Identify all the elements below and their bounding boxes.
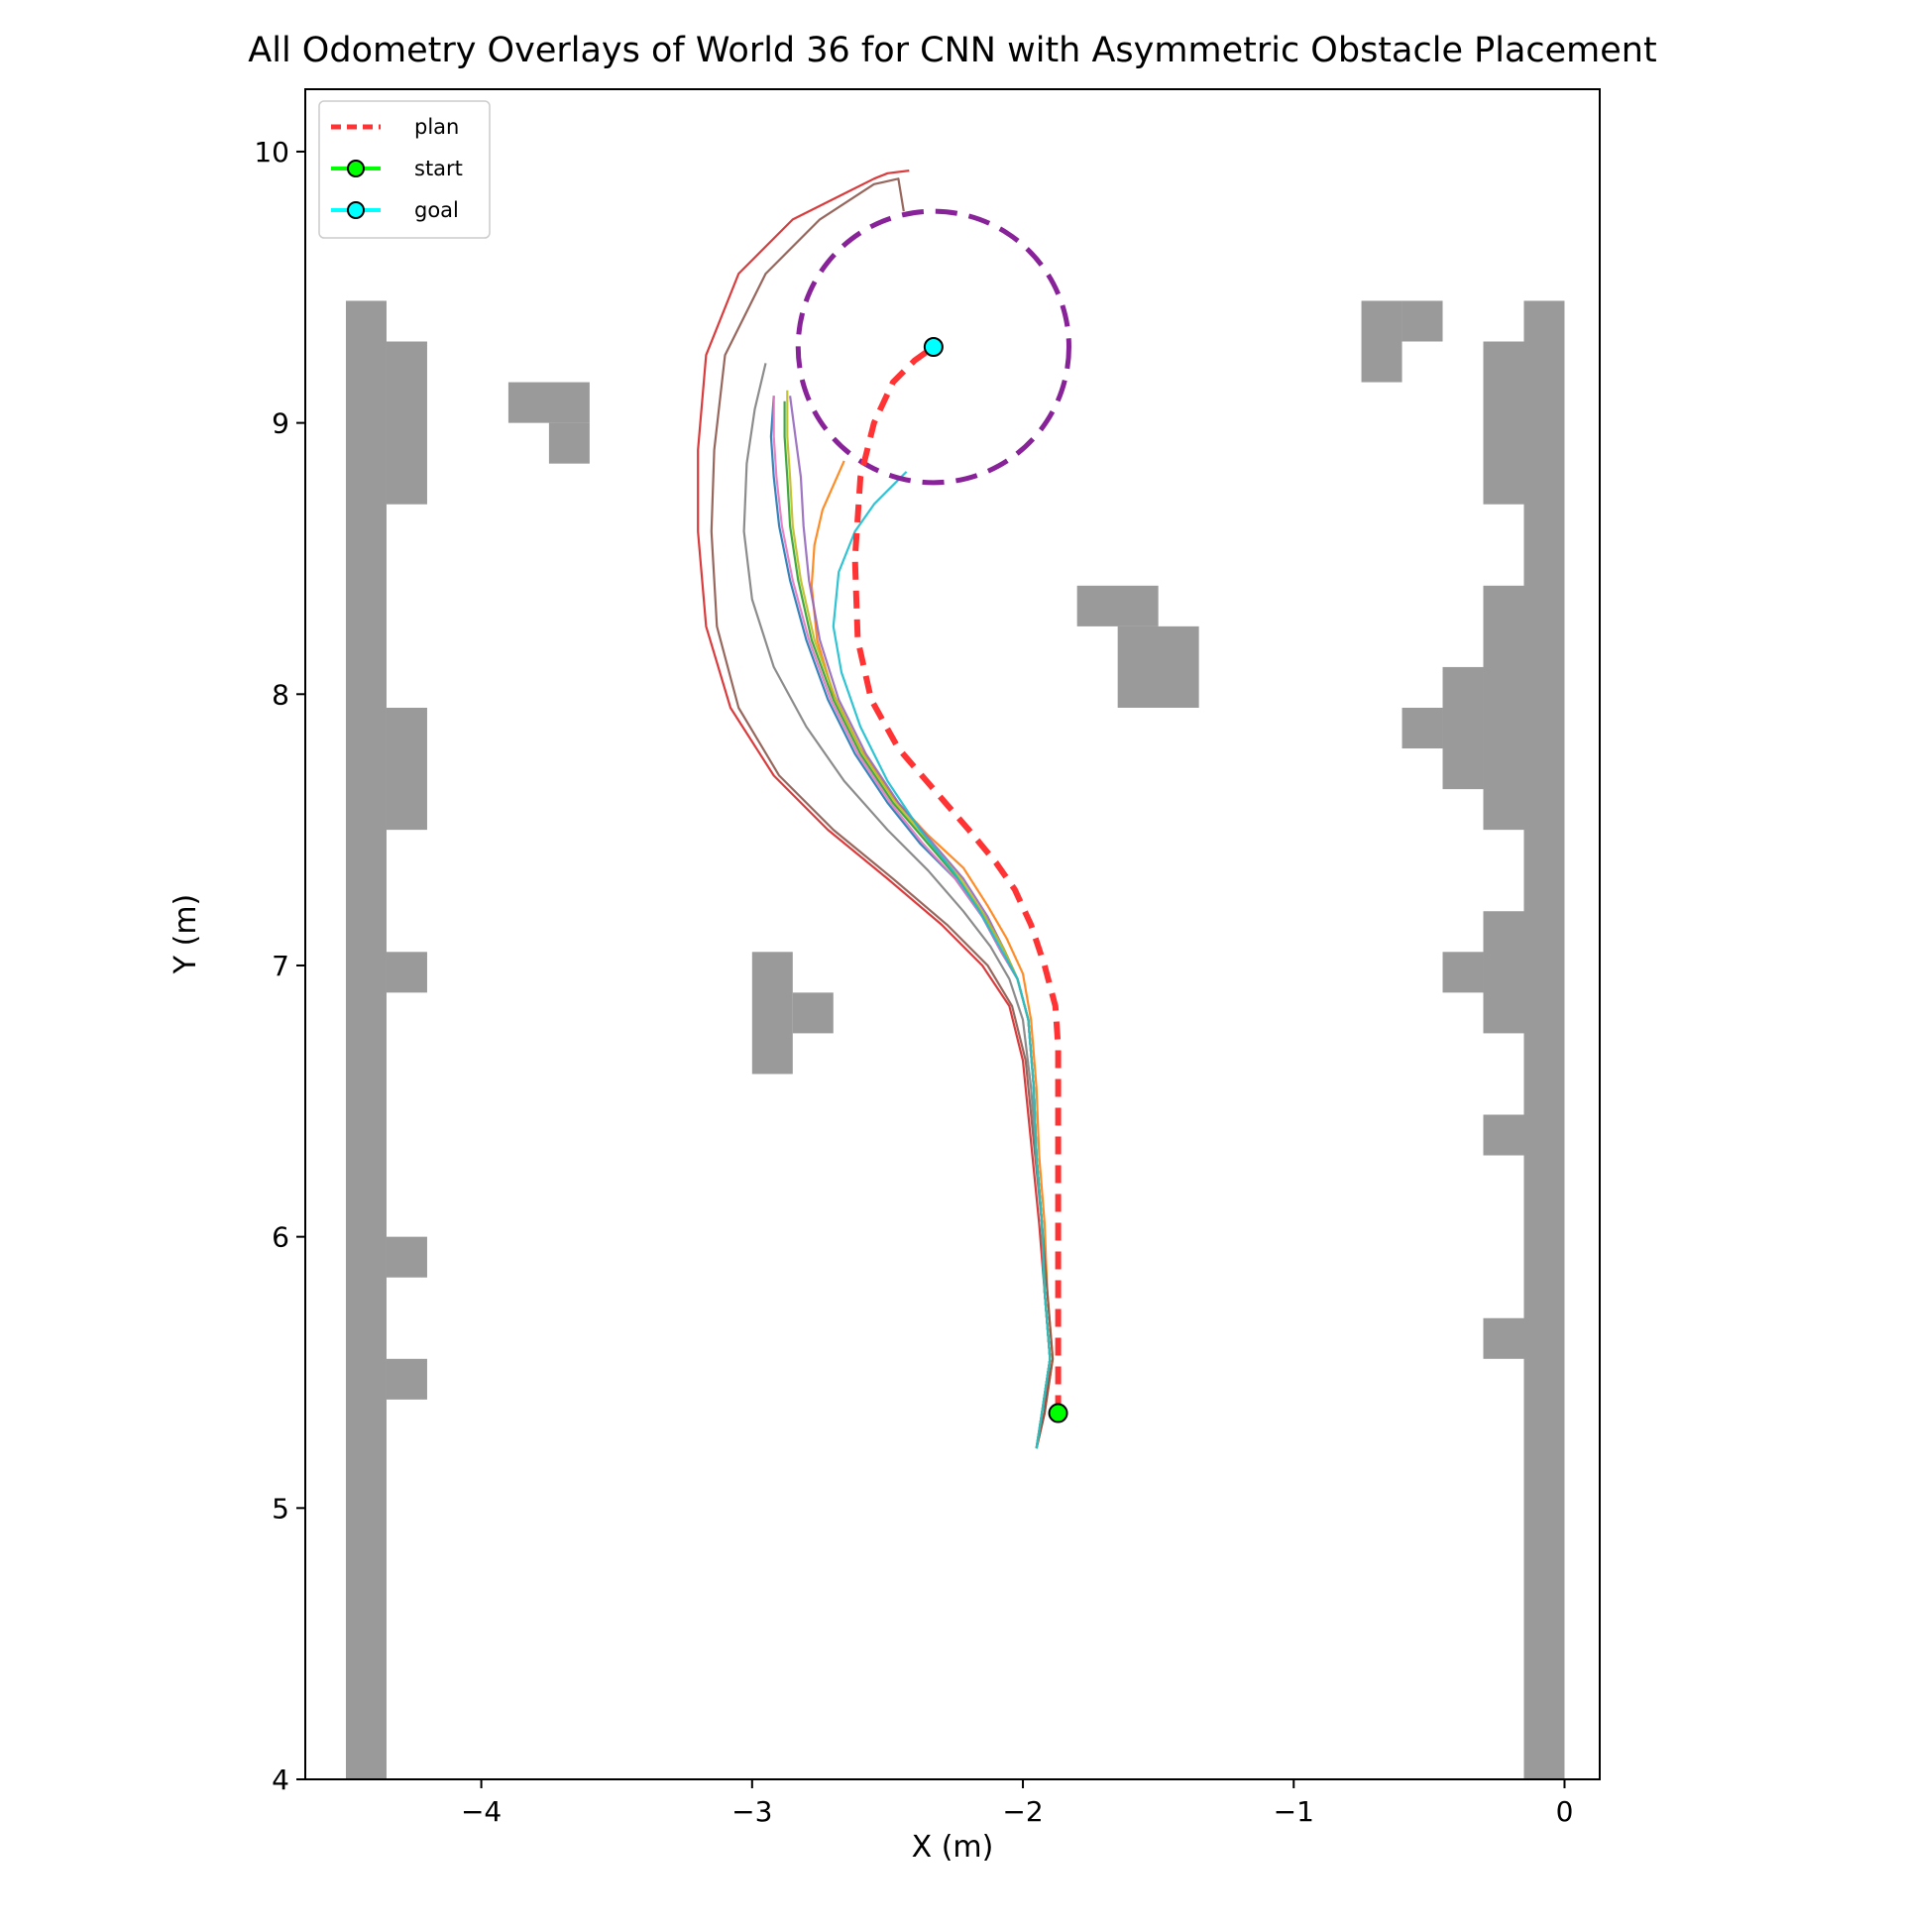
obstacle-layer — [345, 300, 1565, 1779]
obstacle-block — [386, 1236, 427, 1278]
y-tick-label: 4 — [272, 1763, 289, 1796]
obstacle-block — [548, 422, 590, 464]
x-axis: −4 −3 −2 −1 0 — [461, 1779, 1573, 1828]
goal-radius-circle — [795, 208, 1071, 486]
y-tick-label: 6 — [272, 1221, 289, 1254]
x-tick-label: −3 — [731, 1795, 772, 1828]
legend-start-marker — [347, 160, 365, 177]
x-tick-label: 0 — [1556, 1795, 1574, 1828]
legend-goal-label: goal — [414, 198, 459, 222]
obstacle-block — [1442, 952, 1484, 993]
plot-frame — [304, 88, 1601, 1780]
legend-start-label: start — [414, 157, 463, 180]
obstacle-block — [345, 300, 387, 1779]
obstacle-block — [1117, 625, 1199, 708]
obstacle-block — [1401, 707, 1443, 749]
marker-layer — [923, 336, 1068, 1423]
obstacle-block — [507, 382, 590, 423]
legend-goal-marker — [347, 201, 365, 219]
legend-plan-label: plan — [414, 115, 459, 139]
obstacle-block — [1076, 585, 1159, 626]
y-tick-label: 9 — [272, 407, 289, 440]
obstacle-block — [1483, 585, 1524, 831]
odometry-trajectory — [832, 471, 1052, 1449]
obstacle-block — [1483, 1114, 1524, 1156]
y-tick-label: 7 — [272, 950, 289, 982]
obstacle-block — [386, 341, 427, 505]
start-marker — [1048, 1403, 1068, 1423]
legend: plan start goal — [318, 100, 491, 239]
odometry-trajectory — [697, 170, 1052, 1449]
y-tick-label: 8 — [272, 678, 289, 711]
goal-marker — [923, 336, 944, 357]
obstacle-block — [1483, 1317, 1524, 1359]
y-tick-label: 5 — [272, 1492, 289, 1525]
odometry-trajectory — [810, 460, 1055, 1449]
y-axis-label: Y (m) — [168, 894, 203, 975]
obstacle-block — [1523, 300, 1565, 1779]
x-tick-label: −2 — [1002, 1795, 1043, 1828]
x-tick-label: −1 — [1274, 1795, 1314, 1828]
trajectory-layer — [697, 170, 1055, 1449]
obstacle-block — [1483, 341, 1524, 505]
obstacle-block — [386, 952, 427, 993]
obstacle-block — [792, 992, 834, 1034]
y-tick-label: 10 — [254, 136, 289, 169]
obstacle-block — [386, 1358, 427, 1400]
obstacle-block — [1442, 666, 1484, 790]
x-axis-label: X (m) — [912, 1830, 994, 1865]
chart-title: All Odometry Overlays of World 36 for CN… — [248, 31, 1656, 70]
obstacle-block — [751, 952, 793, 1075]
plan-layer — [795, 208, 1071, 1414]
y-axis: 4 5 6 7 8 9 10 — [254, 136, 305, 1796]
plan-path — [851, 344, 1062, 1414]
obstacle-block — [1483, 911, 1524, 1034]
obstacle-block — [386, 707, 427, 831]
obstacle-block — [1361, 300, 1402, 383]
obstacle-block — [1401, 300, 1443, 342]
x-tick-label: −4 — [461, 1795, 502, 1828]
